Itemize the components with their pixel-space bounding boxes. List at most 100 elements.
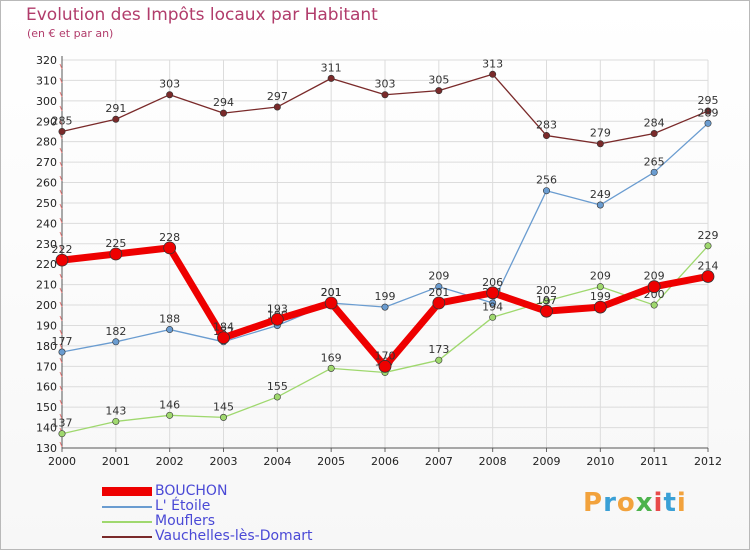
data-point-l-toile bbox=[381, 303, 389, 311]
data-label-vauchelles-l-s-domart: 291 bbox=[105, 102, 126, 115]
x-tick-label: 2009 bbox=[533, 455, 561, 468]
data-point-bouchon bbox=[540, 304, 553, 318]
data-label-l-toile: 188 bbox=[159, 313, 180, 326]
y-tick-label: 130 bbox=[36, 442, 57, 455]
axis-dash bbox=[59, 329, 63, 336]
data-label-l-toile: 209 bbox=[428, 270, 449, 283]
data-point-mouflers bbox=[650, 301, 658, 309]
axis-dash bbox=[59, 105, 63, 112]
data-label-l-toile: 199 bbox=[375, 290, 396, 303]
data-point-vauchelles-l-s-domart bbox=[166, 91, 174, 99]
y-tick-label: 310 bbox=[36, 74, 57, 87]
data-label-bouchon: 199 bbox=[590, 290, 611, 303]
data-point-vauchelles-l-s-domart bbox=[650, 130, 658, 138]
data-label-l-toile: 201 bbox=[321, 286, 342, 299]
data-label-vauchelles-l-s-domart: 311 bbox=[321, 61, 342, 74]
legend-label-etoile: L' Étoile bbox=[155, 498, 211, 514]
x-tick-label: 2011 bbox=[640, 455, 668, 468]
data-label-mouflers: 155 bbox=[267, 380, 288, 393]
legend-swatch-vauchelles bbox=[102, 536, 152, 538]
data-point-l-toile bbox=[596, 201, 604, 209]
x-tick-label: 2006 bbox=[371, 455, 399, 468]
data-point-vauchelles-l-s-domart bbox=[435, 87, 443, 95]
x-tick-label: 2001 bbox=[102, 455, 130, 468]
axis-dash bbox=[59, 217, 63, 224]
chart-subtitle: (en € et par an) bbox=[27, 27, 114, 40]
data-label-l-toile: 182 bbox=[105, 325, 126, 338]
data-label-vauchelles-l-s-domart: 294 bbox=[213, 96, 234, 109]
data-label-mouflers: 145 bbox=[213, 400, 234, 413]
data-point-mouflers bbox=[220, 413, 228, 421]
y-tick-label: 220 bbox=[36, 258, 57, 271]
data-point-l-toile bbox=[58, 348, 66, 356]
data-point-vauchelles-l-s-domart bbox=[596, 140, 604, 148]
axis-dash bbox=[59, 357, 63, 364]
data-point-bouchon bbox=[163, 241, 177, 255]
data-point-vauchelles-l-s-domart bbox=[542, 132, 550, 140]
x-tick-label: 2010 bbox=[586, 455, 614, 468]
data-label-bouchon: 214 bbox=[698, 259, 719, 272]
data-point-mouflers bbox=[704, 242, 712, 250]
data-point-bouchon bbox=[486, 286, 500, 300]
data-point-vauchelles-l-s-domart bbox=[273, 103, 281, 111]
axis-dash bbox=[59, 63, 63, 70]
y-tick-label: 180 bbox=[36, 340, 57, 353]
x-tick-label: 2007 bbox=[425, 455, 453, 468]
data-point-vauchelles-l-s-domart bbox=[112, 115, 120, 123]
data-label-bouchon: 228 bbox=[159, 231, 180, 244]
data-point-vauchelles-l-s-domart bbox=[489, 70, 497, 78]
data-label-bouchon: 197 bbox=[536, 294, 557, 307]
data-label-mouflers: 173 bbox=[428, 343, 449, 356]
y-tick-label: 200 bbox=[36, 299, 57, 312]
data-point-bouchon bbox=[55, 253, 69, 267]
data-point-mouflers bbox=[112, 417, 120, 425]
logo-letter: i bbox=[653, 488, 664, 518]
data-point-l-toile bbox=[542, 187, 550, 195]
y-tick-label: 190 bbox=[36, 319, 57, 332]
logo-letter: P bbox=[583, 488, 604, 518]
data-point-mouflers bbox=[489, 313, 497, 321]
data-point-bouchon bbox=[378, 359, 392, 373]
data-point-l-toile bbox=[489, 299, 497, 307]
data-label-vauchelles-l-s-domart: 279 bbox=[590, 127, 611, 140]
data-point-mouflers bbox=[596, 283, 604, 291]
axis-dash bbox=[59, 147, 63, 154]
data-point-bouchon bbox=[647, 280, 661, 294]
data-point-vauchelles-l-s-domart bbox=[220, 109, 228, 117]
data-point-l-toile bbox=[112, 338, 120, 346]
logo-letter: x bbox=[635, 488, 654, 518]
data-label-mouflers: 202 bbox=[536, 284, 557, 297]
data-label-vauchelles-l-s-domart: 313 bbox=[482, 57, 503, 70]
proxiti-logo[interactable]: Proxiti bbox=[583, 488, 687, 518]
data-label-bouchon: 184 bbox=[213, 321, 234, 334]
data-label-vauchelles-l-s-domart: 285 bbox=[52, 114, 73, 127]
y-tick-label: 260 bbox=[36, 177, 57, 190]
data-point-bouchon bbox=[432, 296, 446, 310]
legend-label-vauchelles: Vauchelles-lès-Domart bbox=[155, 528, 313, 544]
data-label-mouflers: 229 bbox=[698, 229, 719, 242]
y-tick-label: 150 bbox=[36, 401, 57, 414]
logo-letter: i bbox=[676, 488, 687, 518]
data-point-mouflers bbox=[58, 430, 66, 438]
data-label-mouflers: 146 bbox=[159, 398, 180, 411]
data-label-bouchon: 193 bbox=[267, 302, 288, 315]
axis-dash bbox=[59, 287, 63, 294]
data-label-bouchon: 201 bbox=[321, 286, 342, 299]
data-point-bouchon bbox=[701, 270, 715, 283]
x-tick-label: 2003 bbox=[210, 455, 238, 468]
data-label-l-toile: 249 bbox=[590, 188, 611, 201]
data-label-bouchon: 201 bbox=[428, 286, 449, 299]
axis-dash bbox=[59, 175, 63, 182]
axis-dash bbox=[59, 413, 63, 420]
data-point-mouflers bbox=[542, 297, 550, 305]
x-tick-label: 2012 bbox=[694, 455, 722, 468]
data-point-vauchelles-l-s-domart bbox=[58, 127, 66, 135]
x-tick-label: 2000 bbox=[48, 455, 76, 468]
y-tick-label: 140 bbox=[36, 422, 57, 435]
data-label-bouchon: 206 bbox=[482, 276, 503, 289]
y-tick-label: 320 bbox=[36, 54, 57, 67]
axis-dash bbox=[59, 119, 63, 126]
data-point-bouchon bbox=[270, 312, 284, 326]
data-point-bouchon bbox=[593, 300, 607, 314]
data-point-mouflers bbox=[435, 356, 443, 364]
